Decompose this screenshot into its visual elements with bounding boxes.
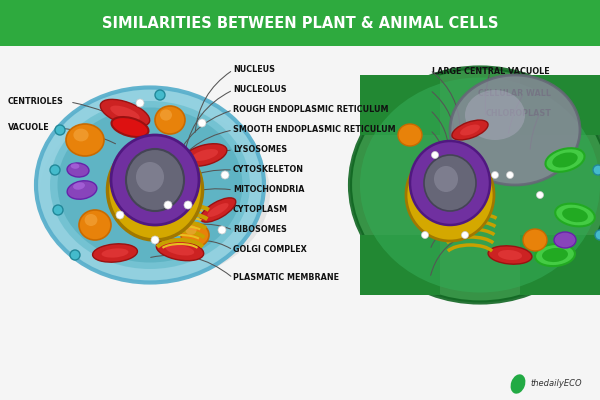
Ellipse shape bbox=[424, 155, 476, 211]
Ellipse shape bbox=[110, 106, 140, 120]
Ellipse shape bbox=[111, 135, 199, 225]
Circle shape bbox=[431, 152, 439, 158]
Ellipse shape bbox=[192, 149, 218, 161]
Circle shape bbox=[218, 226, 226, 234]
Ellipse shape bbox=[66, 124, 104, 156]
Ellipse shape bbox=[67, 181, 97, 199]
Ellipse shape bbox=[360, 78, 600, 292]
Ellipse shape bbox=[85, 214, 97, 226]
Text: thedailyECO: thedailyECO bbox=[530, 380, 581, 388]
Ellipse shape bbox=[410, 141, 490, 225]
Text: SIMILARITIES BETWEEN PLANT & ANIMAL CELLS: SIMILARITIES BETWEEN PLANT & ANIMAL CELL… bbox=[102, 16, 498, 30]
Circle shape bbox=[116, 211, 124, 219]
Circle shape bbox=[595, 230, 600, 240]
Text: RIBOSOMES: RIBOSOMES bbox=[233, 226, 287, 234]
Text: CYTOSKELETON: CYTOSKELETON bbox=[233, 166, 304, 174]
Circle shape bbox=[50, 165, 60, 175]
Ellipse shape bbox=[535, 244, 575, 266]
Circle shape bbox=[198, 119, 206, 127]
Ellipse shape bbox=[112, 117, 148, 137]
Ellipse shape bbox=[555, 204, 595, 226]
Ellipse shape bbox=[136, 162, 164, 192]
Text: ROUGH ENDOPLASMIC RETICULUM: ROUGH ENDOPLASMIC RETICULUM bbox=[233, 106, 389, 114]
Ellipse shape bbox=[155, 106, 185, 134]
Ellipse shape bbox=[434, 166, 458, 192]
Text: MITOCHONDRIA: MITOCHONDRIA bbox=[233, 186, 305, 194]
Ellipse shape bbox=[185, 225, 197, 235]
Circle shape bbox=[421, 232, 428, 238]
Ellipse shape bbox=[465, 90, 525, 140]
Ellipse shape bbox=[554, 232, 576, 248]
Ellipse shape bbox=[73, 129, 89, 141]
Ellipse shape bbox=[498, 250, 522, 260]
Circle shape bbox=[151, 236, 159, 244]
Ellipse shape bbox=[79, 210, 111, 240]
Circle shape bbox=[461, 232, 469, 238]
Circle shape bbox=[491, 172, 499, 178]
Ellipse shape bbox=[107, 140, 203, 240]
Text: SMOOTH ENDOPLASMIC RETICULUM: SMOOTH ENDOPLASMIC RETICULUM bbox=[233, 126, 395, 134]
Circle shape bbox=[536, 192, 544, 198]
Text: PLASMATIC MEMBRANE: PLASMATIC MEMBRANE bbox=[233, 274, 339, 282]
Circle shape bbox=[136, 99, 144, 107]
Text: LYSOSOMES: LYSOSOMES bbox=[233, 146, 287, 154]
Ellipse shape bbox=[181, 223, 209, 247]
Ellipse shape bbox=[166, 244, 194, 256]
Circle shape bbox=[53, 205, 63, 215]
Ellipse shape bbox=[553, 152, 578, 168]
Ellipse shape bbox=[350, 68, 600, 302]
Bar bbox=[520, 235, 600, 295]
Text: NUCLEOLUS: NUCLEOLUS bbox=[233, 86, 287, 94]
Text: CENTRIOLES: CENTRIOLES bbox=[8, 98, 64, 106]
Text: CELLULAR WALL: CELLULAR WALL bbox=[478, 88, 551, 98]
Ellipse shape bbox=[58, 108, 242, 262]
Ellipse shape bbox=[92, 244, 137, 262]
Circle shape bbox=[164, 201, 172, 209]
Ellipse shape bbox=[542, 248, 568, 262]
Circle shape bbox=[184, 201, 192, 209]
Ellipse shape bbox=[101, 248, 128, 258]
Ellipse shape bbox=[73, 182, 85, 190]
Ellipse shape bbox=[100, 99, 150, 127]
Bar bbox=[0, 0, 600, 46]
Bar bbox=[520, 75, 600, 135]
Ellipse shape bbox=[488, 246, 532, 264]
Text: CHLOROPLAST: CHLOROPLAST bbox=[486, 108, 552, 118]
Ellipse shape bbox=[511, 374, 526, 394]
Ellipse shape bbox=[406, 149, 494, 241]
Bar bbox=[360, 235, 440, 295]
Ellipse shape bbox=[208, 203, 229, 217]
Ellipse shape bbox=[450, 75, 580, 185]
Ellipse shape bbox=[36, 88, 264, 282]
Text: CYTOPLASM: CYTOPLASM bbox=[233, 206, 288, 214]
Ellipse shape bbox=[523, 229, 547, 251]
Circle shape bbox=[221, 171, 229, 179]
Ellipse shape bbox=[452, 120, 488, 140]
Text: VACUOLE: VACUOLE bbox=[8, 124, 50, 132]
Ellipse shape bbox=[67, 163, 89, 177]
Ellipse shape bbox=[40, 106, 270, 280]
Text: LARGE CENTRAL VACUOLE: LARGE CENTRAL VACUOLE bbox=[432, 68, 550, 76]
Ellipse shape bbox=[460, 124, 480, 136]
Circle shape bbox=[70, 250, 80, 260]
Ellipse shape bbox=[562, 208, 588, 222]
Circle shape bbox=[55, 125, 65, 135]
Circle shape bbox=[593, 165, 600, 175]
Ellipse shape bbox=[183, 144, 227, 166]
Bar bbox=[360, 75, 440, 135]
Circle shape bbox=[506, 172, 514, 178]
Ellipse shape bbox=[160, 109, 172, 121]
Text: GOLGI COMPLEX: GOLGI COMPLEX bbox=[233, 246, 307, 254]
Ellipse shape bbox=[71, 163, 79, 169]
Circle shape bbox=[155, 90, 165, 100]
Ellipse shape bbox=[398, 124, 422, 146]
Ellipse shape bbox=[126, 149, 184, 211]
Ellipse shape bbox=[50, 101, 250, 269]
Ellipse shape bbox=[157, 239, 203, 261]
Text: NUCLEUS: NUCLEUS bbox=[233, 66, 275, 74]
Ellipse shape bbox=[545, 148, 584, 172]
Ellipse shape bbox=[200, 198, 236, 222]
